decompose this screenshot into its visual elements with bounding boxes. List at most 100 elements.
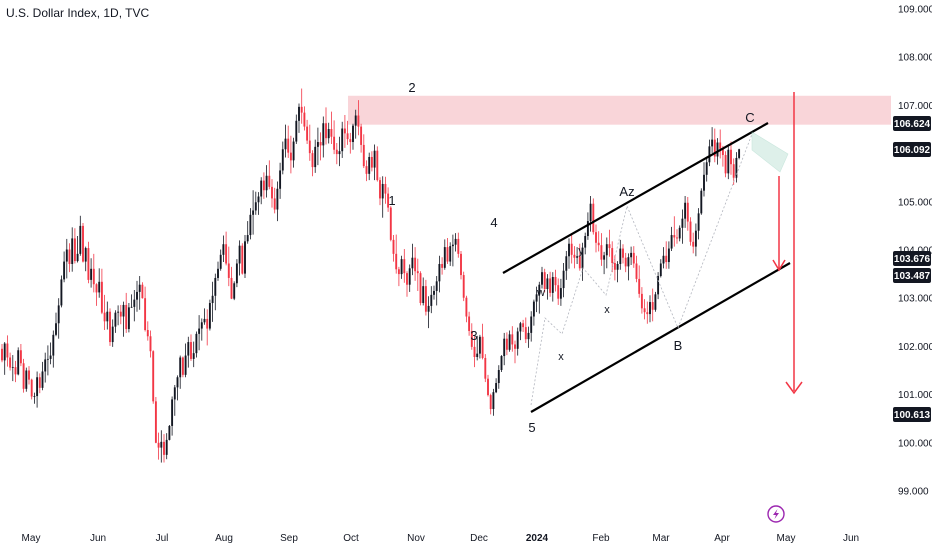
candle bbox=[98, 268, 101, 298]
candle bbox=[195, 331, 198, 358]
candle bbox=[659, 259, 662, 278]
candle bbox=[713, 128, 716, 163]
candle bbox=[60, 275, 63, 308]
candle bbox=[138, 276, 141, 310]
candle bbox=[133, 290, 136, 322]
candle bbox=[22, 358, 25, 393]
candle bbox=[640, 287, 643, 314]
candle bbox=[354, 109, 357, 139]
candle bbox=[446, 237, 449, 264]
candle bbox=[219, 249, 222, 271]
x-tick-label: Jun bbox=[90, 533, 106, 544]
channel-upper-line[interactable] bbox=[502, 122, 769, 274]
candle bbox=[468, 311, 471, 336]
candle bbox=[557, 278, 560, 305]
candle bbox=[187, 336, 190, 368]
y-tick-label: 105.000 bbox=[898, 197, 932, 208]
candle bbox=[441, 257, 444, 275]
lightning-icon[interactable] bbox=[767, 505, 785, 523]
candle bbox=[584, 232, 587, 255]
candle bbox=[368, 152, 371, 181]
candle bbox=[624, 252, 627, 273]
candle bbox=[462, 271, 465, 302]
candle bbox=[592, 198, 595, 235]
candle bbox=[325, 107, 327, 145]
candle bbox=[365, 160, 368, 182]
candle bbox=[487, 374, 489, 397]
candles-layer bbox=[1, 88, 741, 463]
candle bbox=[627, 253, 630, 281]
candle bbox=[230, 266, 233, 300]
candle bbox=[505, 332, 508, 356]
candle bbox=[530, 311, 533, 342]
candle bbox=[543, 268, 546, 293]
channel-lower-line[interactable] bbox=[530, 262, 791, 413]
candle bbox=[427, 296, 430, 329]
candle bbox=[257, 192, 260, 215]
candle bbox=[478, 334, 481, 359]
candle bbox=[549, 271, 552, 297]
candle bbox=[295, 114, 298, 144]
candle bbox=[360, 123, 363, 153]
candle bbox=[90, 258, 93, 288]
candle bbox=[119, 304, 122, 325]
candle bbox=[408, 264, 411, 292]
candle bbox=[424, 279, 427, 316]
candle bbox=[700, 188, 703, 215]
candle bbox=[438, 255, 441, 293]
candle bbox=[651, 288, 654, 322]
candle bbox=[727, 146, 730, 180]
x-tick-label: Aug bbox=[215, 533, 233, 544]
candle bbox=[233, 281, 236, 301]
candle bbox=[327, 122, 330, 144]
candle bbox=[595, 224, 597, 253]
candle bbox=[289, 135, 292, 174]
candle bbox=[481, 323, 484, 360]
candle bbox=[44, 352, 47, 383]
short-arrow-head bbox=[772, 259, 786, 272]
y-tick-label: 109.000 bbox=[898, 5, 932, 16]
wave-label: 1 bbox=[388, 193, 395, 208]
candle bbox=[109, 308, 111, 346]
candle bbox=[630, 246, 633, 265]
candle bbox=[238, 240, 241, 276]
svg-text:106.624: 106.624 bbox=[894, 119, 931, 130]
candle bbox=[117, 305, 120, 326]
candle bbox=[17, 347, 20, 376]
candle bbox=[303, 106, 306, 131]
candle bbox=[451, 234, 454, 267]
candle bbox=[430, 286, 433, 314]
candle bbox=[352, 123, 354, 150]
candle bbox=[684, 196, 687, 228]
candle bbox=[649, 295, 651, 323]
candle bbox=[703, 162, 705, 197]
candle bbox=[465, 295, 468, 323]
candle bbox=[516, 327, 519, 356]
candle bbox=[168, 424, 171, 441]
x-tick-label: Apr bbox=[714, 533, 730, 544]
candle bbox=[735, 152, 738, 183]
candle bbox=[63, 251, 66, 283]
candle bbox=[681, 209, 684, 244]
candle bbox=[476, 335, 479, 361]
candle bbox=[573, 246, 576, 269]
candle bbox=[433, 285, 435, 300]
y-tick-label: 101.000 bbox=[898, 390, 932, 401]
candle bbox=[613, 255, 616, 281]
candle bbox=[262, 172, 265, 199]
candle bbox=[646, 301, 649, 324]
candle bbox=[281, 141, 284, 175]
candle bbox=[311, 150, 314, 177]
candle bbox=[149, 330, 152, 358]
candle bbox=[346, 120, 349, 145]
candle bbox=[457, 232, 460, 258]
candle bbox=[55, 312, 57, 337]
candle bbox=[470, 323, 473, 350]
x-tick-label: May bbox=[777, 533, 796, 544]
candle bbox=[495, 378, 498, 394]
candle bbox=[435, 276, 438, 306]
wave-label: x bbox=[558, 351, 564, 363]
wave-label: x bbox=[604, 304, 610, 316]
candle bbox=[370, 151, 373, 172]
